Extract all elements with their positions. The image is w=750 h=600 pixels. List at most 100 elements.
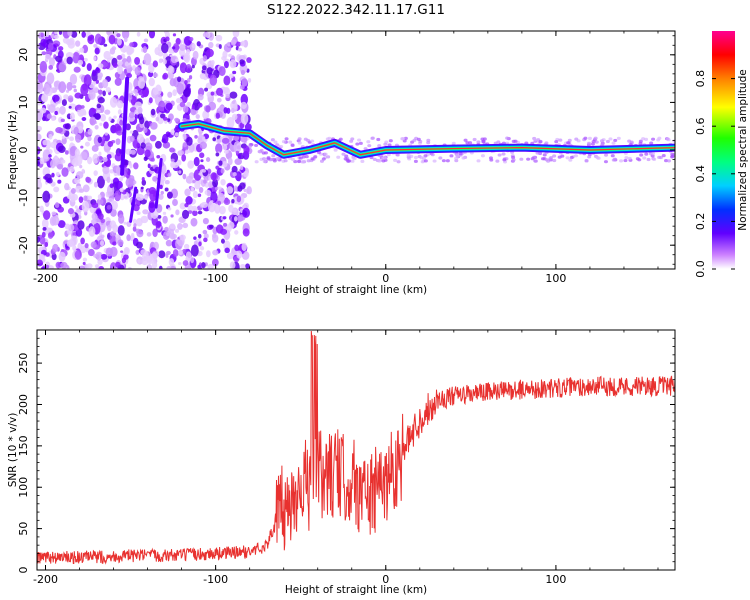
spectrogram-cell bbox=[243, 145, 250, 155]
spectrogram-cell bbox=[84, 242, 89, 249]
spectrogram-cell bbox=[217, 186, 222, 190]
spectrogram-cell bbox=[228, 204, 234, 213]
snr-x-tick-label: 100 bbox=[545, 573, 566, 586]
spectrogram-cell bbox=[189, 36, 194, 42]
spectrogram-cell bbox=[107, 224, 112, 232]
spectrogram-cell bbox=[214, 186, 219, 191]
spectrogram-cell bbox=[419, 156, 424, 160]
snr-x-tick-label: -100 bbox=[203, 573, 228, 586]
spectrogram-cell bbox=[182, 117, 187, 123]
spectrogram-cell bbox=[167, 207, 172, 211]
spectrogram-cell bbox=[148, 77, 155, 87]
spectrogram-cell bbox=[222, 144, 228, 151]
snr-y-tick-label: 0 bbox=[17, 567, 30, 574]
spectrogram-cell bbox=[54, 31, 58, 35]
spectrogram-cell bbox=[568, 158, 573, 162]
spectrogram-cell bbox=[187, 210, 193, 214]
spectrogram-cell bbox=[565, 156, 570, 160]
spectrogram-cell bbox=[221, 55, 227, 61]
spectrogram-cell bbox=[174, 228, 180, 233]
spectrogram-cell bbox=[86, 156, 93, 165]
spectrogram-cell bbox=[118, 176, 124, 182]
spectrogram-cell bbox=[129, 42, 135, 48]
spectrogram-y-axis-label: Frequency (Hz) bbox=[7, 110, 19, 189]
spectrogram-cell bbox=[212, 234, 219, 243]
spectrogram-cell bbox=[574, 137, 579, 141]
spectrogram-cell bbox=[166, 265, 172, 269]
spectrogram-cell bbox=[608, 137, 613, 141]
spectrogram-cell bbox=[170, 214, 174, 218]
spectrogram-cell bbox=[488, 156, 493, 160]
spectrogram-cell bbox=[370, 136, 375, 140]
spectrogram-cell bbox=[313, 155, 318, 159]
spectrogram-cell bbox=[150, 157, 155, 162]
spectrogram-cell bbox=[438, 156, 443, 160]
spectrogram-cell bbox=[199, 152, 205, 159]
spectrogram-cell bbox=[239, 122, 245, 129]
spectrogram-cell bbox=[92, 108, 97, 113]
spectrogram-cell bbox=[80, 237, 85, 245]
spectrogram-cell bbox=[140, 249, 147, 256]
spectrogram-cell bbox=[64, 223, 71, 230]
spectrogram-cell bbox=[202, 55, 208, 62]
spectrogram-cell bbox=[175, 37, 181, 45]
spectrogram-cell bbox=[124, 37, 128, 43]
spectrogram-cell bbox=[372, 157, 377, 161]
spectrogram-cell bbox=[387, 143, 392, 147]
spectrogram-cell bbox=[59, 105, 66, 115]
spectrogram-cell bbox=[237, 185, 243, 192]
spectrogram-cell bbox=[240, 263, 246, 269]
spectrogram-cell bbox=[172, 249, 179, 257]
spectrogram-cell bbox=[134, 56, 141, 65]
spectrogram-cell bbox=[611, 141, 616, 145]
spectrogram-cell bbox=[94, 67, 101, 74]
spectrogram-cell bbox=[241, 242, 247, 252]
spectrogram-cell bbox=[179, 101, 186, 108]
spectrogram-cell bbox=[430, 153, 435, 157]
spectrogram-cell bbox=[116, 100, 124, 109]
spectrogram-cell bbox=[210, 172, 217, 181]
snr-x-tick-label: -200 bbox=[33, 573, 58, 586]
spectrogram-cell bbox=[237, 215, 243, 222]
spectrogram-cell bbox=[65, 52, 74, 59]
spectrogram-cell bbox=[125, 148, 132, 155]
spectrogram-cell bbox=[43, 210, 51, 220]
spectrogram-cell bbox=[217, 200, 222, 206]
spectrogram-cell bbox=[203, 237, 208, 243]
spectrogram-cell bbox=[106, 176, 111, 183]
spectrogram-cell bbox=[472, 137, 477, 142]
spectrogram-cell bbox=[182, 260, 189, 267]
spectrogram-cell bbox=[134, 66, 141, 76]
spectrogram-cell bbox=[242, 207, 250, 218]
spectrogram-cell bbox=[177, 222, 183, 230]
spectrogram-cell bbox=[281, 140, 286, 144]
spectrogram-cell bbox=[383, 142, 388, 146]
spectrogram-cell bbox=[220, 238, 225, 244]
spectrogram-cell bbox=[128, 111, 135, 119]
spectrogram-cell bbox=[226, 186, 234, 194]
spectrogram-cell bbox=[61, 159, 66, 164]
spectrogram-cell bbox=[177, 262, 182, 265]
spectrogram-y-tick-label: 10 bbox=[17, 95, 30, 109]
spectrogram-cell bbox=[227, 41, 231, 47]
spectrogram-cell bbox=[133, 180, 137, 185]
spectrogram-cell bbox=[169, 223, 176, 230]
spectrogram-cell bbox=[37, 100, 41, 106]
spectrogram-cell bbox=[245, 263, 250, 269]
spectrogram-cell bbox=[366, 140, 371, 144]
spectrogram-cell bbox=[57, 179, 62, 184]
spectrogram-cell bbox=[226, 252, 234, 260]
spectrogram-cell bbox=[61, 167, 69, 177]
spectrogram-cell bbox=[363, 147, 368, 151]
spectrogram-cell bbox=[66, 239, 75, 248]
spectrogram-cell bbox=[587, 136, 592, 140]
spectrogram-cell bbox=[105, 86, 111, 93]
spectrogram-cell bbox=[79, 47, 85, 53]
spectrogram-cell bbox=[303, 137, 308, 141]
spectrogram-cell bbox=[127, 171, 131, 176]
spectrogram-cell bbox=[162, 72, 169, 80]
spectrogram-cell bbox=[279, 145, 284, 149]
snr-x-ticks: -200 -100 0 100 bbox=[33, 330, 659, 586]
spectrogram-cell bbox=[502, 158, 507, 162]
